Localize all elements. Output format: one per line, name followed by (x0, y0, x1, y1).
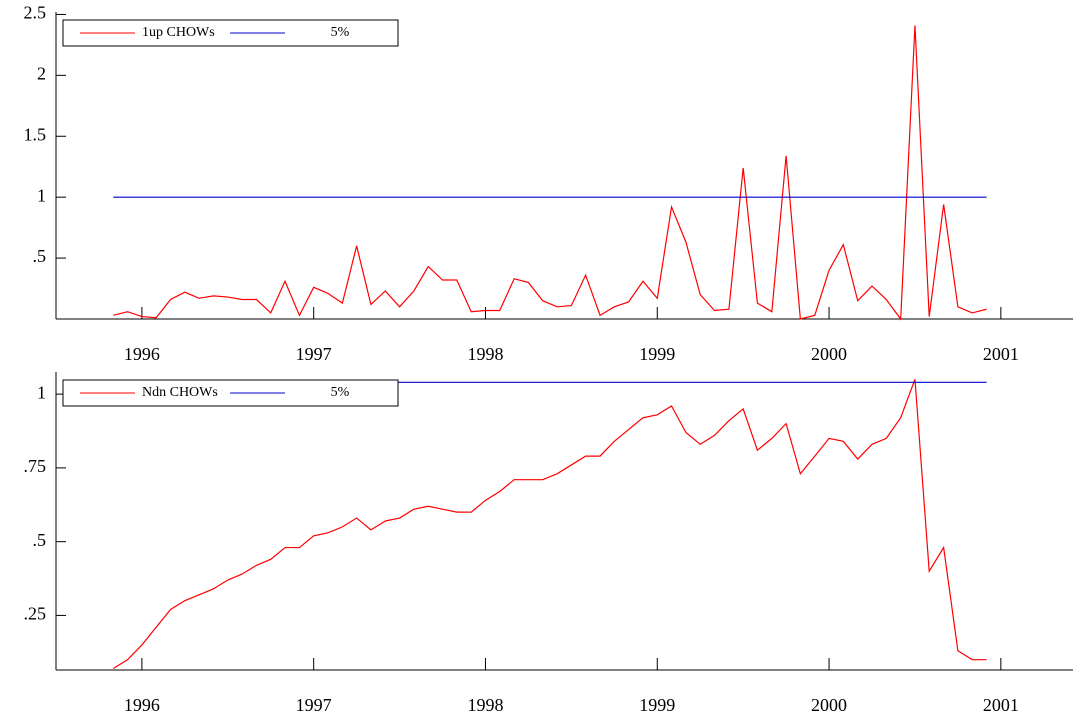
x-tick-label: 2000 (811, 695, 847, 715)
x-tick-label: 1997 (296, 695, 332, 715)
y-tick-label: .5 (33, 246, 47, 266)
y-tick-label: .25 (24, 604, 47, 624)
y-tick-label: .5 (33, 530, 47, 550)
y-tick-label: 2 (37, 63, 46, 83)
x-tick-label: 2001 (983, 344, 1019, 364)
y-tick-label: 2.5 (24, 3, 47, 23)
series-line (112, 379, 987, 670)
x-tick-label: 2000 (811, 344, 847, 364)
x-tick-label: 1997 (296, 344, 332, 364)
y-tick-label: 1 (37, 185, 46, 205)
x-tick-label: 1996 (124, 344, 160, 364)
y-tick-label: .75 (24, 456, 47, 476)
legend-label: 5% (331, 25, 350, 40)
y-tick-label: 1 (37, 382, 46, 402)
legend-label: 5% (331, 385, 350, 400)
x-tick-label: 1999 (639, 344, 675, 364)
x-tick-label: 1999 (639, 695, 675, 715)
x-tick-label: 1998 (467, 344, 503, 364)
x-tick-label: 1996 (124, 695, 160, 715)
x-tick-label: 1998 (467, 695, 503, 715)
legend-label: 1up CHOWs (142, 25, 215, 40)
legend-label: Ndn CHOWs (142, 385, 218, 400)
y-tick-label: 1.5 (24, 124, 47, 144)
x-tick-label: 2001 (983, 695, 1019, 715)
series-line (113, 25, 987, 321)
